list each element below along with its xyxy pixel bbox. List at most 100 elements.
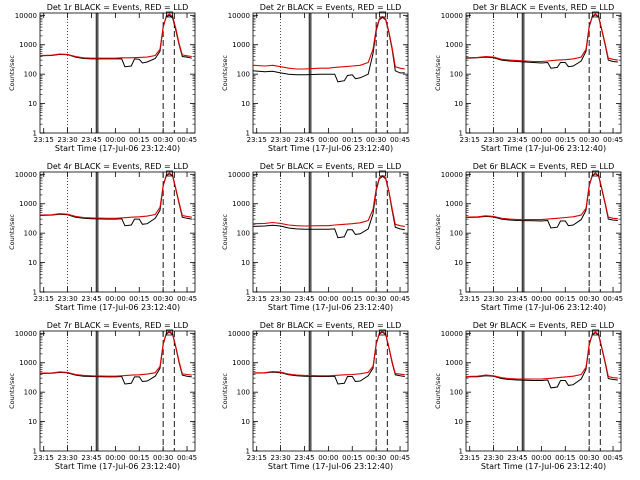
x-tick-label: 00:15	[129, 136, 149, 144]
peak-marker	[166, 11, 173, 18]
x-axis-label: Start Time (17-Jul-06 23:12:40)	[268, 462, 393, 471]
x-tick-label: 00:15	[129, 295, 149, 303]
series-line-events	[465, 332, 618, 389]
x-tick-label: 00:00	[318, 295, 338, 303]
plot-frame	[465, 12, 622, 134]
x-tick-label: 00:45	[603, 295, 623, 303]
x-axis-label: Start Time (17-Jul-06 23:12:40)	[55, 144, 180, 153]
x-axis-label: Start Time (17-Jul-06 23:12:40)	[481, 303, 606, 312]
x-tick-label: 00:45	[177, 295, 197, 303]
panel-det-1: 1 10 100 1000 10000 23:15 23:30 23:45 00:00 00:15…	[8, 3, 197, 153]
x-tick-label: 00:30	[153, 136, 173, 144]
panel-title: Det 7r BLACK = Events, RED = LLD	[47, 321, 189, 330]
x-tick-label: 00:00	[105, 136, 125, 144]
x-tick-label: 00:00	[105, 295, 125, 303]
plot-frame	[39, 330, 196, 452]
x-tick-label: 23:15	[247, 295, 267, 303]
y-axis-label: Counts/sec	[434, 373, 442, 409]
y-tick-label: 1000	[232, 200, 250, 208]
y-tick-label: 100	[237, 71, 250, 79]
peak-marker	[166, 170, 173, 177]
y-tick-label: 10000	[441, 171, 463, 179]
y-tick-label: 1000	[232, 41, 250, 49]
y-tick-label: 10000	[441, 330, 463, 338]
panel-title: Det 6r BLACK = Events, RED = LLD	[473, 162, 615, 171]
series-line-lld	[252, 175, 405, 227]
x-tick-label: 23:30	[484, 136, 504, 144]
x-tick-label: 00:00	[531, 295, 551, 303]
x-tick-label: 00:15	[555, 136, 575, 144]
x-tick-label: 00:00	[105, 454, 125, 462]
series-line-lld	[465, 331, 618, 380]
plot-frame	[465, 330, 622, 452]
y-tick-label: 10000	[441, 12, 463, 20]
x-tick-label: 00:45	[603, 136, 623, 144]
x-tick-label: 23:30	[58, 295, 78, 303]
y-tick-label: 10	[28, 100, 37, 108]
x-tick-label: 23:45	[81, 136, 101, 144]
x-tick-label: 23:30	[58, 136, 78, 144]
x-tick-label: 23:30	[271, 136, 291, 144]
x-tick-label: 23:15	[460, 136, 480, 144]
y-tick-label: 1	[246, 130, 250, 138]
x-axis-label: Start Time (17-Jul-06 23:12:40)	[481, 462, 606, 471]
plot-frame	[252, 171, 409, 293]
y-tick-label: 10	[28, 259, 37, 267]
y-tick-label: 1	[459, 448, 463, 456]
y-tick-label: 10	[454, 418, 463, 426]
x-tick-label: 23:45	[81, 295, 101, 303]
x-tick-label: 00:30	[153, 295, 173, 303]
y-axis-label: Counts/sec	[8, 214, 16, 250]
y-axis-label: Counts/sec	[434, 55, 442, 91]
x-tick-label: 23:30	[484, 454, 504, 462]
x-tick-label: 00:30	[366, 454, 386, 462]
x-tick-label: 00:15	[342, 136, 362, 144]
x-axis-label: Start Time (17-Jul-06 23:12:40)	[55, 303, 180, 312]
series-line-lld	[39, 330, 192, 377]
peak-marker	[166, 329, 173, 336]
y-tick-label: 1	[246, 448, 250, 456]
x-tick-label: 00:15	[342, 454, 362, 462]
x-tick-label: 00:45	[177, 454, 197, 462]
y-tick-label: 100	[450, 230, 463, 238]
y-tick-label: 100	[237, 230, 250, 238]
panel-title: Det 3r BLACK = Events, RED = LLD	[473, 3, 615, 12]
y-axis-label: Counts/sec	[8, 373, 16, 409]
panel-det-9: 1 10 100 1000 10000 23:15 23:30 23:45 00:00 00:15…	[434, 321, 623, 471]
series-line-events	[465, 14, 618, 69]
x-tick-label: 00:00	[318, 136, 338, 144]
x-tick-label: 23:30	[271, 454, 291, 462]
y-tick-label: 1	[33, 130, 37, 138]
panel-det-2: 1 10 100 1000 10000 23:15 23:30 23:45 00:00 00:15…	[221, 3, 410, 153]
series-line-lld	[465, 13, 618, 63]
y-tick-label: 1000	[19, 41, 37, 49]
x-tick-label: 00:30	[579, 454, 599, 462]
x-axis-label: Start Time (17-Jul-06 23:12:40)	[481, 144, 606, 153]
x-tick-label: 00:30	[579, 136, 599, 144]
series-line-lld	[39, 13, 192, 59]
y-tick-label: 100	[450, 389, 463, 397]
series-line-lld	[252, 330, 405, 377]
x-tick-label: 00:45	[390, 454, 410, 462]
x-tick-label: 23:15	[247, 454, 267, 462]
y-tick-label: 10000	[228, 330, 250, 338]
y-tick-label: 10000	[228, 171, 250, 179]
x-tick-label: 00:15	[342, 295, 362, 303]
y-axis-label: Counts/sec	[221, 373, 229, 409]
y-tick-label: 10	[454, 259, 463, 267]
x-tick-label: 23:45	[507, 454, 527, 462]
y-tick-label: 1	[33, 448, 37, 456]
y-tick-label: 100	[450, 71, 463, 79]
x-tick-label: 00:30	[366, 136, 386, 144]
x-tick-label: 23:15	[34, 454, 54, 462]
panel-title: Det 4r BLACK = Events, RED = LLD	[47, 162, 189, 171]
y-tick-label: 1	[33, 289, 37, 297]
y-axis-label: Counts/sec	[221, 55, 229, 91]
x-tick-label: 23:30	[58, 454, 78, 462]
panel-det-5: 1 10 100 1000 10000 23:15 23:30 23:45 00:00 00:15…	[221, 162, 410, 312]
y-tick-label: 10000	[15, 330, 37, 338]
y-tick-label: 1000	[232, 359, 250, 367]
x-tick-label: 00:15	[555, 454, 575, 462]
x-tick-label: 23:45	[294, 454, 314, 462]
series-line-lld	[39, 172, 192, 219]
